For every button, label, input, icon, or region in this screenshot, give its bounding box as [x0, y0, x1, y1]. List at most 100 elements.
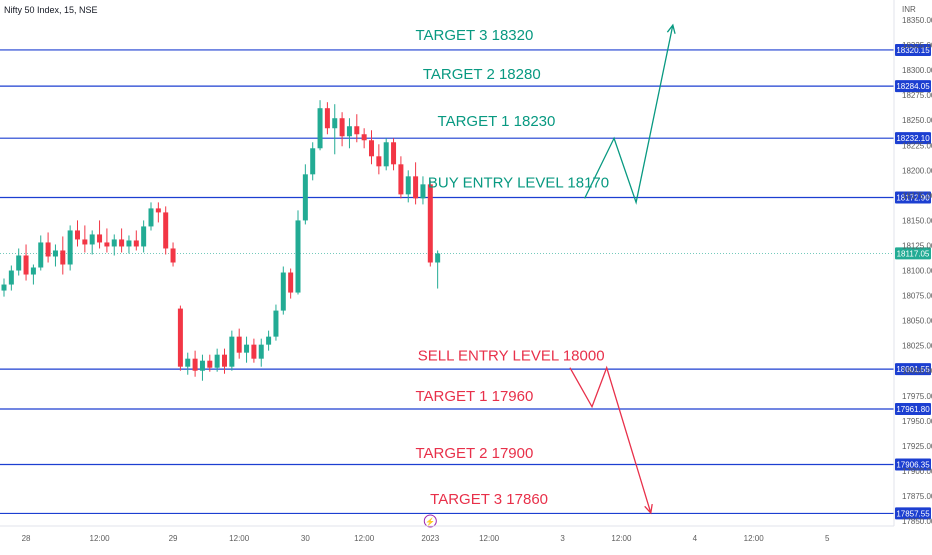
y-tick-label: 18250.00	[902, 116, 932, 125]
y-tick-label: 18275.00	[902, 91, 932, 100]
candle-body	[82, 239, 88, 245]
candle	[199, 354, 205, 381]
y-tick-label: 18350.00	[902, 16, 932, 25]
y-tick-label: 18075.00	[902, 292, 932, 301]
candle-body	[155, 208, 161, 213]
horizontal-levels: 18320.15 18284.05 18232.10 18172.90 18001.55…	[0, 43, 931, 520]
y-tick-label: 18150.00	[902, 216, 932, 225]
candle	[192, 350, 198, 377]
candle	[391, 138, 397, 171]
level-price-label: 17961.80	[896, 405, 930, 414]
y-tick-label: 17975.00	[902, 392, 932, 401]
y-tick-label: 17925.00	[902, 442, 932, 451]
candle-body	[339, 118, 345, 137]
candle-body	[119, 239, 125, 247]
candle-body	[163, 212, 169, 249]
event-marker	[423, 514, 437, 528]
y-tick-label: 18175.00	[902, 191, 932, 200]
candle	[97, 220, 103, 249]
candle	[126, 235, 132, 254]
candle-body	[1, 284, 7, 291]
candle	[30, 264, 36, 285]
candle-body	[391, 142, 397, 165]
candle-body	[332, 118, 338, 129]
y-tick-label: 17875.00	[902, 492, 932, 501]
x-tick-label: 30	[301, 534, 310, 543]
candle-body	[185, 358, 191, 367]
candle	[324, 102, 330, 135]
candle-body	[229, 336, 235, 367]
candle	[177, 305, 183, 371]
candle	[280, 266, 286, 315]
price-axis: 18350.00 18325.00 18300.00 18275.00 18250.00…	[893, 0, 932, 526]
x-tick-label: 12:00	[229, 534, 250, 543]
x-tick-label: 29	[169, 534, 178, 543]
last-price-label: 18117.05	[897, 249, 930, 258]
candle	[310, 142, 316, 181]
x-tick-label: 3	[560, 534, 565, 543]
candles	[1, 100, 441, 381]
candle	[435, 250, 441, 289]
candle-body	[413, 176, 419, 199]
currency-label: INR	[902, 5, 916, 14]
y-tick-label: 17900.00	[902, 467, 932, 476]
event-marker-icon: ⚡	[425, 517, 435, 527]
level-price-tag	[895, 458, 931, 471]
annotation-label: SELL ENTRY LEVEL 18000	[418, 348, 605, 365]
symbol-title: Nifty 50 Index, 15, NSE	[4, 5, 98, 15]
candle	[148, 202, 154, 231]
candle	[398, 156, 404, 199]
candle-body	[280, 272, 286, 311]
level-price-label: 18001.55	[896, 365, 930, 374]
candle-body	[111, 239, 117, 247]
candle	[104, 228, 110, 253]
candle	[302, 164, 308, 225]
buy-projection-arrow-head	[666, 23, 676, 34]
candle-body	[346, 126, 352, 137]
y-tick-label: 18050.00	[902, 317, 932, 326]
candle-body	[354, 126, 360, 135]
candle	[222, 348, 227, 374]
candle-body	[317, 108, 323, 149]
annotations: TARGET 3 18320 TARGET 2 18280 TARGET 1 182…	[415, 27, 609, 528]
level-price-label: 18232.10	[896, 134, 930, 143]
level-price-tag	[895, 363, 931, 376]
candle-body	[141, 226, 147, 247]
candle	[376, 144, 382, 175]
annotation-label: BUY ENTRY LEVEL 18170	[428, 174, 609, 191]
candle	[45, 232, 51, 263]
candle	[111, 234, 117, 256]
level-price-tag	[895, 80, 931, 93]
candle-body	[324, 108, 330, 129]
level-price-label: 17857.55	[896, 509, 930, 518]
projection-arrows	[569, 23, 676, 515]
candle-body	[16, 255, 22, 271]
candle	[38, 235, 44, 271]
buy-projection-arrow	[584, 24, 674, 205]
candle-body	[376, 156, 382, 167]
candle-body	[302, 174, 308, 221]
candle	[229, 330, 235, 371]
candle	[155, 202, 161, 223]
candle-body	[405, 176, 411, 195]
candle	[119, 228, 125, 253]
candle	[317, 100, 323, 151]
candle-body	[89, 234, 95, 245]
time-axis: 28 12:00 29 12:00 30 12:00 2023 12:00 3 12:00 4 12:…	[0, 525, 894, 543]
candle-body	[266, 336, 272, 345]
x-tick-label: 12:00	[744, 534, 765, 543]
candle-body	[251, 344, 257, 359]
candle-body	[133, 240, 139, 247]
candle	[369, 130, 374, 165]
level-price-label: 18172.90	[896, 193, 930, 202]
candle	[295, 210, 301, 295]
y-tick-label: 18025.00	[902, 342, 932, 351]
y-tick-label: 18325.00	[902, 41, 932, 50]
candle	[133, 230, 139, 251]
y-tick-label: 18225.00	[902, 141, 932, 150]
annotation-label: TARGET 2 18280	[423, 66, 541, 83]
candle	[266, 330, 272, 351]
candle-body	[236, 336, 242, 353]
